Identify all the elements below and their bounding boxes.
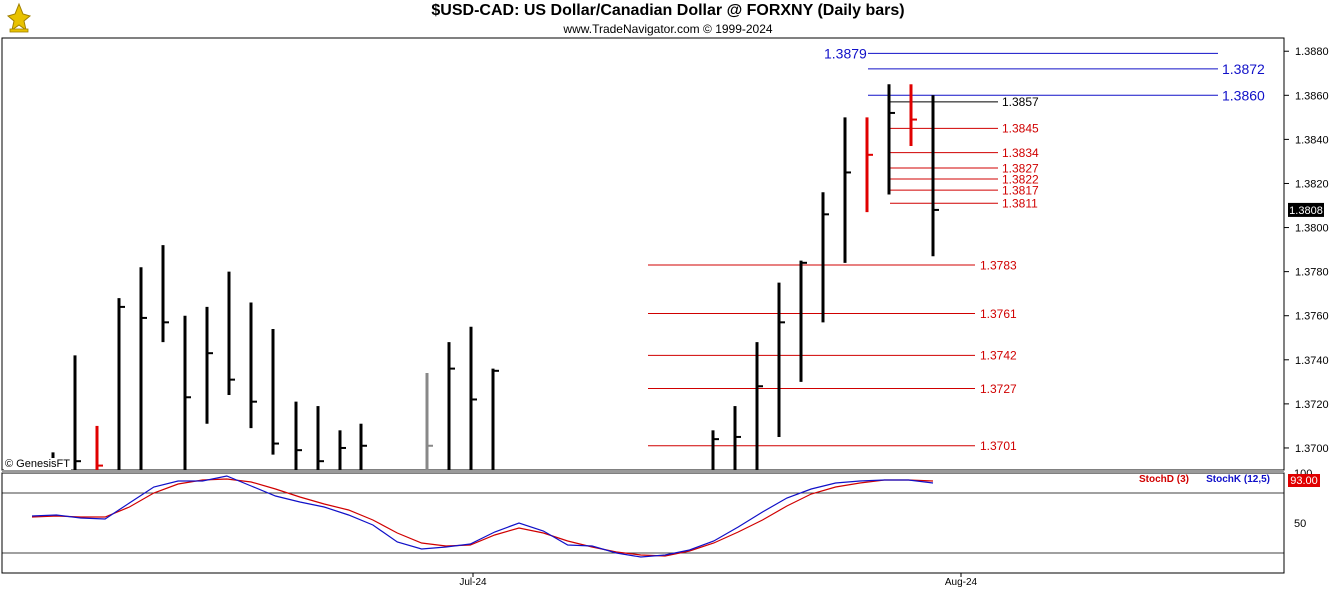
price-axis-label: 1.3820 <box>1295 178 1329 190</box>
stoch-value-label: 93.00 <box>1290 475 1318 487</box>
price-axis-label: 1.3780 <box>1295 267 1329 279</box>
legend-stoch-k: StochK (12,5) <box>1206 474 1270 485</box>
level-label: 1.3845 <box>1002 122 1039 136</box>
level-label: 1.3742 <box>980 349 1017 363</box>
level-label: 1.3860 <box>1222 87 1265 103</box>
level-label: 1.3827 <box>1002 161 1039 175</box>
level-label: 1.3761 <box>980 307 1017 321</box>
stoch-axis-label: 50 <box>1294 518 1306 530</box>
x-axis-label: Jul-24 <box>459 577 487 588</box>
last-price-label: 1.3808 <box>1289 205 1323 217</box>
level-label: 1.3879 <box>824 45 867 61</box>
stochastic-panel <box>1 472 1285 574</box>
level-label: 1.3817 <box>1002 183 1039 197</box>
price-axis-label: 1.3740 <box>1295 355 1329 367</box>
level-label: 1.3822 <box>1002 172 1039 186</box>
price-axis-label: 1.3760 <box>1295 311 1329 323</box>
chart-subtitle: www.TradeNavigator.com © 1999-2024 <box>563 22 773 36</box>
level-label: 1.3857 <box>1002 95 1039 109</box>
stoch-value-marker <box>1288 474 1320 487</box>
price-axis-label: 1.3800 <box>1295 223 1329 235</box>
copyright-label: © GenesisFT <box>4 458 71 470</box>
price-axis-label: 1.3840 <box>1295 134 1329 146</box>
level-label: 1.3727 <box>980 382 1017 396</box>
level-label: 1.3811 <box>1002 197 1038 211</box>
price-axis-label: 1.3880 <box>1295 46 1329 58</box>
chart-title: $USD-CAD: US Dollar/Canadian Dollar @ FO… <box>431 2 905 19</box>
level-label: 1.3872 <box>1222 61 1265 77</box>
price-panel <box>1 37 1285 471</box>
price-axis-label: 1.3720 <box>1295 399 1329 411</box>
legend-stoch-d: StochD (3) <box>1139 474 1189 485</box>
level-label: 1.3783 <box>980 258 1017 272</box>
x-axis-label: Aug-24 <box>945 577 978 588</box>
price-axis-label: 1.3700 <box>1295 443 1329 455</box>
last-price-marker <box>1288 202 1324 217</box>
level-label: 1.3834 <box>1002 146 1039 160</box>
chart-header: $USD-CAD: US Dollar/Canadian Dollar @ FO… <box>0 0 1336 38</box>
price-axis-label: 1.3860 <box>1295 90 1329 102</box>
stoch-line <box>31 478 934 557</box>
stoch-line <box>31 475 934 558</box>
level-label: 1.3701 <box>980 439 1017 453</box>
genesis-logo-icon <box>4 2 34 34</box>
